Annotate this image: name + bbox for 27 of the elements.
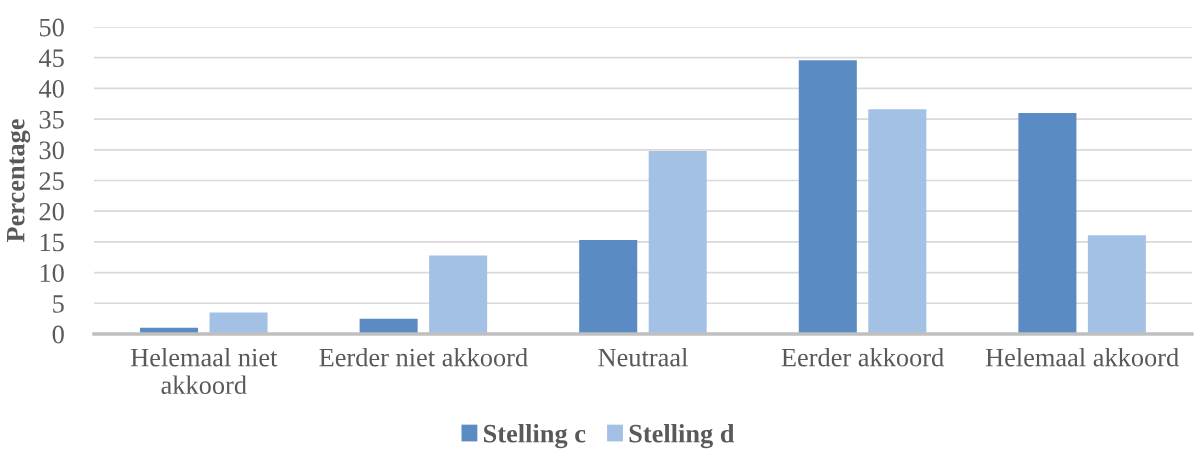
bar bbox=[209, 312, 268, 334]
x-tick-label: Helemaal niet akkoord bbox=[130, 347, 278, 395]
bar bbox=[1087, 235, 1146, 334]
x-tick-label: Eerder niet akkoord bbox=[319, 347, 528, 367]
y-tick-label: 45 bbox=[38, 49, 64, 68]
y-axis-title: Percentage bbox=[7, 119, 31, 243]
x-tick-label: Helemaal akkoord bbox=[985, 347, 1179, 367]
legend-label: Stelling c bbox=[484, 424, 586, 449]
bar bbox=[868, 109, 927, 334]
y-tick-label: 30 bbox=[39, 141, 64, 160]
bar bbox=[648, 151, 707, 334]
bar bbox=[429, 255, 488, 334]
x-tick-label: Eerder akkoord bbox=[781, 347, 944, 367]
y-tick-label: 5 bbox=[53, 295, 64, 313]
y-tick-label: 35 bbox=[39, 110, 64, 129]
y-tick-label: 40 bbox=[38, 80, 64, 98]
bar bbox=[1018, 112, 1077, 334]
x-tick-label: Neutraal bbox=[598, 347, 688, 367]
y-tick-label: 20 bbox=[39, 202, 64, 221]
y-tick-label: 10 bbox=[40, 264, 64, 283]
bar bbox=[579, 240, 638, 334]
y-tick-label: 15 bbox=[40, 233, 64, 252]
y-tick-label: 50 bbox=[39, 18, 64, 37]
y-tick-label: 0 bbox=[52, 325, 64, 344]
bar bbox=[798, 60, 857, 334]
legend-label: Stelling d bbox=[629, 424, 735, 449]
y-tick-label: 25 bbox=[39, 172, 64, 190]
